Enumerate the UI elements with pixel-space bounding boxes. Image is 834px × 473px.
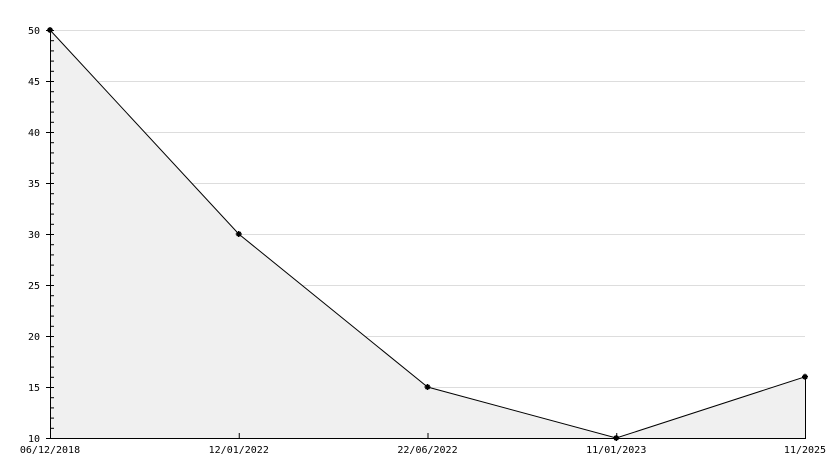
data-point-marker — [424, 384, 431, 390]
y-tick-label: 45 — [28, 77, 40, 88]
y-tick-label: 10 — [28, 434, 40, 445]
data-point-marker — [47, 27, 53, 33]
x-tick-label: 12/01/2022 — [209, 445, 269, 456]
data-point-marker — [235, 231, 242, 237]
data-point-marker — [802, 373, 808, 380]
y-tick-label: 35 — [28, 179, 40, 190]
y-tick-label: 20 — [28, 332, 40, 343]
data-point-marker — [613, 435, 620, 441]
x-tick-label: 22/06/2022 — [397, 445, 457, 456]
y-tick-label: 25 — [28, 281, 40, 292]
x-tick-label: 11/2025 — [784, 445, 826, 456]
y-tick-label: 30 — [28, 230, 40, 241]
y-tick-label: 50 — [28, 26, 40, 37]
area-fill — [50, 30, 805, 438]
x-tick-label: 11/01/2023 — [586, 445, 646, 456]
y-tick-label: 40 — [28, 128, 40, 139]
y-tick-label: 15 — [28, 383, 40, 394]
x-tick-label: 06/12/2018 — [20, 445, 80, 456]
